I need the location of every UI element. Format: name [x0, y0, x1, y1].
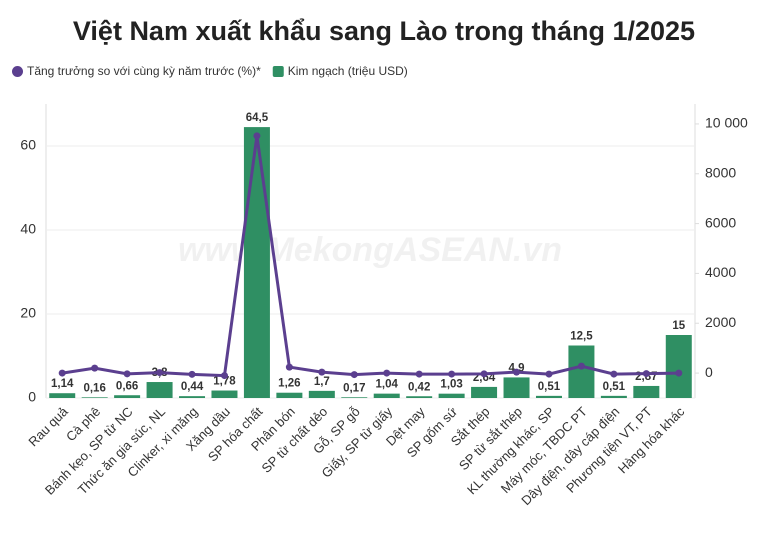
growth-point [156, 369, 164, 377]
growth-line [61, 135, 679, 378]
y-tick-label: 40 [20, 221, 36, 237]
growth-point [448, 370, 456, 378]
y-tick-label: 20 [20, 305, 36, 321]
legend-label: Kim ngạch (triệu USD) [288, 64, 408, 78]
bar-value-label: 1,7 [314, 376, 330, 388]
bar-value-label: 1,03 [440, 379, 462, 391]
bar-value-label: 15 [672, 320, 685, 332]
growth-point [58, 369, 66, 377]
bar [114, 395, 141, 398]
bar [373, 393, 400, 398]
bar-value-label: 0,42 [408, 381, 430, 393]
growth-point [253, 132, 261, 140]
bar-value-label: 0,44 [181, 381, 204, 393]
y-tick-label: 0 [28, 389, 36, 405]
bar-value-label: 0,17 [343, 382, 365, 394]
bar [471, 386, 498, 398]
legend-swatch [272, 66, 284, 77]
bar-value-label: 0,51 [603, 381, 626, 393]
growth-point [610, 370, 618, 378]
bar [568, 345, 595, 398]
bar [81, 397, 108, 398]
bar [503, 377, 530, 398]
bar [341, 397, 368, 398]
growth-point [123, 370, 131, 378]
growth-point [91, 364, 99, 372]
growth-point [545, 370, 553, 378]
bar [243, 127, 270, 398]
watermark: www.MekongASEAN.vn [178, 231, 562, 269]
bar [438, 393, 465, 398]
bar [535, 395, 562, 398]
growth-point [285, 363, 293, 371]
bar-value-label: 1,14 [51, 378, 74, 390]
bar [146, 382, 173, 398]
growth-point [415, 370, 423, 378]
growth-point [220, 372, 228, 380]
y2-tick-label: 4000 [705, 264, 736, 280]
growth-point [188, 370, 196, 378]
bar [665, 335, 692, 398]
y2-tick-label: 2000 [705, 314, 736, 330]
growth-point [577, 362, 585, 370]
bar-value-label: 1,04 [376, 379, 399, 391]
growth-point [383, 369, 391, 377]
bar [600, 395, 627, 398]
growth-point [350, 371, 358, 379]
bar [406, 396, 433, 398]
bar-value-label: 0,16 [83, 382, 105, 394]
bar-value-label: 0,51 [538, 381, 561, 393]
growth-point [318, 368, 326, 376]
legend-label: Tăng trưởng so với cùng kỳ năm trước (%)… [27, 64, 261, 78]
bar-value-label: 64,5 [246, 112, 269, 124]
bar [179, 396, 206, 398]
bar-value-label: 1,78 [213, 376, 236, 388]
y2-tick-label: 0 [705, 364, 713, 380]
growth-point [480, 370, 488, 378]
chart-title: Việt Nam xuất khẩu sang Lào trong tháng … [73, 16, 695, 46]
y2-tick-label: 10 000 [705, 115, 748, 131]
y-tick-label: 60 [20, 137, 36, 153]
bar-value-label: 1,26 [278, 378, 300, 390]
growth-point [642, 370, 650, 378]
y2-tick-label: 8000 [705, 164, 736, 180]
growth-point [675, 369, 683, 377]
bar [49, 393, 76, 398]
bar [276, 392, 303, 398]
bar-value-label: 12,5 [570, 331, 593, 343]
bar [211, 390, 238, 398]
growth-point [513, 368, 521, 376]
bar-value-label: 0,66 [116, 380, 138, 392]
x-tick-label: Rau quả [25, 403, 71, 449]
bar [308, 390, 335, 398]
y2-tick-label: 6000 [705, 214, 736, 230]
bar [633, 385, 660, 398]
legend-swatch [12, 66, 23, 77]
